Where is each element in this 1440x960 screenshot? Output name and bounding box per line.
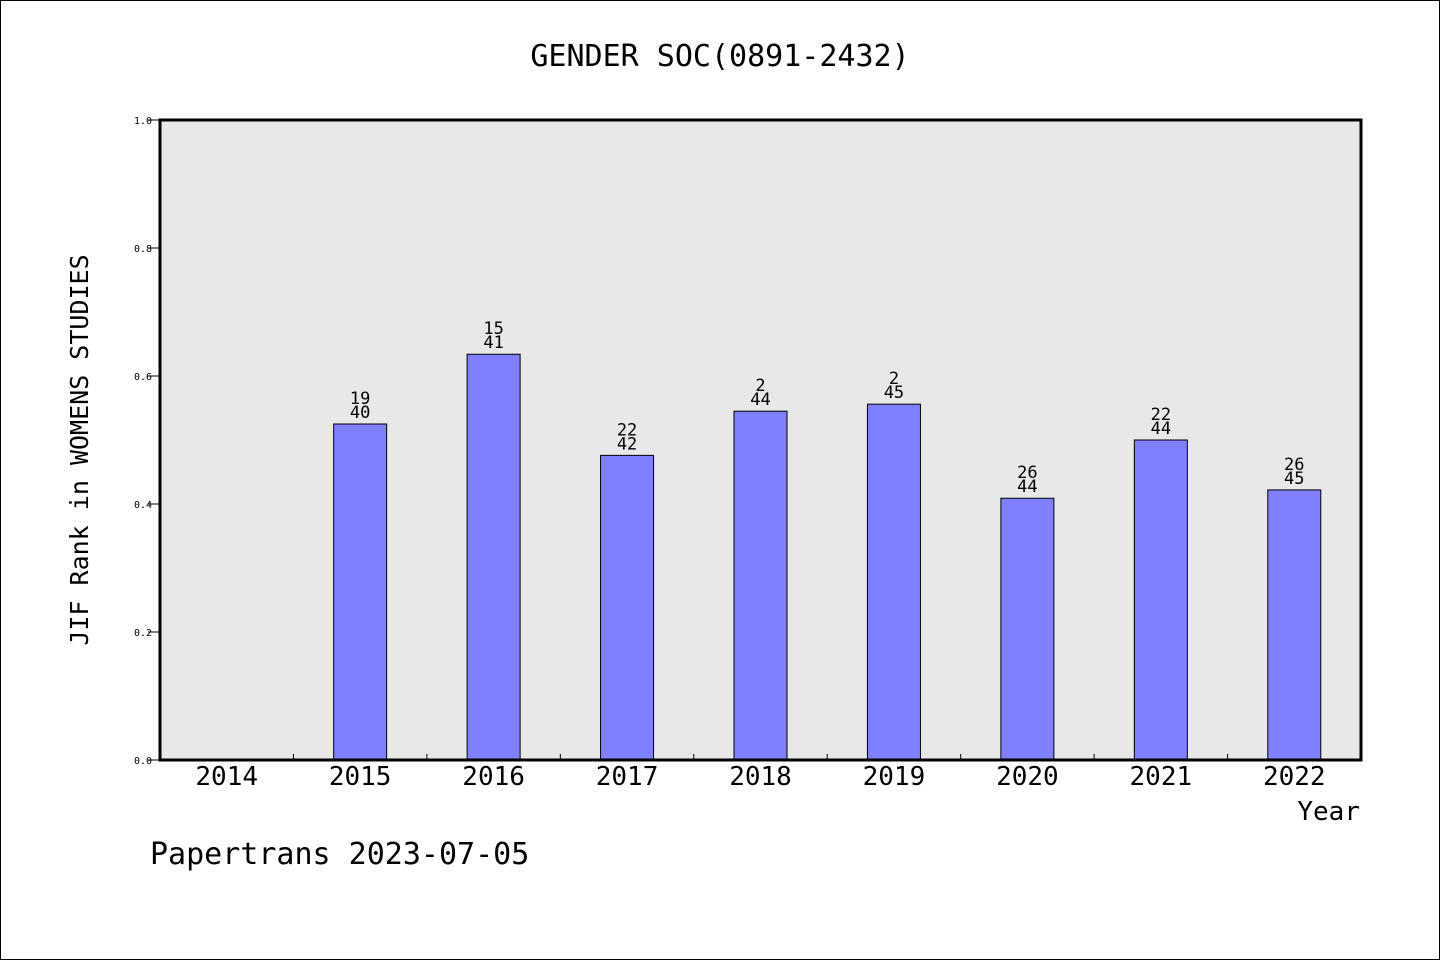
y-tick-label: 0.6: [134, 372, 152, 383]
bar-2018: [733, 410, 788, 761]
bar-label-total: 42: [617, 434, 637, 454]
plot-border: [158, 118, 1363, 762]
x-tick-label: 2022: [1263, 762, 1326, 792]
x-tick-label: 2018: [729, 762, 792, 792]
bar-label-rank: 22: [617, 420, 637, 440]
y-tick-label: 0.2: [134, 628, 152, 639]
bar-label-total: 45: [884, 383, 904, 403]
bar-2020: [1000, 497, 1055, 761]
bar-label-rank: 26: [1284, 455, 1304, 475]
y-axis: 0.0 0.2 0.4 0.6 0.8 1.0: [134, 116, 160, 767]
x-tick-label: 2014: [195, 762, 258, 792]
bar-label-rank: 19: [350, 389, 370, 409]
bar-label-total: 40: [350, 403, 370, 423]
bar-label-rank: 26: [1017, 463, 1037, 483]
bars: [333, 353, 1322, 761]
chart-title: GENDER SOC(0891-2432): [530, 39, 909, 74]
footer-text: Papertrans 2023-07-05: [150, 837, 529, 872]
bar-2021: [1133, 439, 1188, 761]
x-tick-label: 2016: [462, 762, 525, 792]
bar-label-rank: 2: [889, 369, 899, 389]
bar-2017: [600, 454, 655, 761]
bar-2022: [1267, 489, 1322, 761]
y-tick-label: 1.0: [134, 116, 152, 127]
bar-label-total: 45: [1284, 469, 1304, 489]
y-tick-label: 0.4: [134, 500, 152, 511]
y-tick-label: 0.8: [134, 244, 152, 255]
x-tick-label: 2021: [1130, 762, 1193, 792]
x-tick-label: 2017: [596, 762, 659, 792]
y-axis-label: JIF Rank in WOMENS STUDIES: [65, 254, 94, 645]
bar-label-rank: 22: [1151, 405, 1171, 425]
bar-label-rank: 2: [755, 376, 765, 396]
bar-label-total: 41: [483, 333, 503, 353]
bar-label-rank: 15: [483, 319, 503, 339]
x-tick-label: 2019: [863, 762, 926, 792]
bar-2015: [333, 423, 388, 761]
bar-label-total: 44: [1151, 419, 1171, 439]
y-tick-label: 0.0: [134, 756, 152, 767]
bar-2016: [466, 353, 521, 761]
bar-label-total: 44: [1017, 477, 1037, 497]
x-axis: 2014 2015 2016 2017 2018 2019 2020 2021 2022: [195, 754, 1326, 792]
x-tick-label: 2020: [996, 762, 1059, 792]
bar-2019: [866, 403, 921, 761]
x-axis-label: Year: [1297, 797, 1360, 827]
x-tick-label: 2015: [329, 762, 392, 792]
bar-label-total: 44: [750, 390, 770, 410]
